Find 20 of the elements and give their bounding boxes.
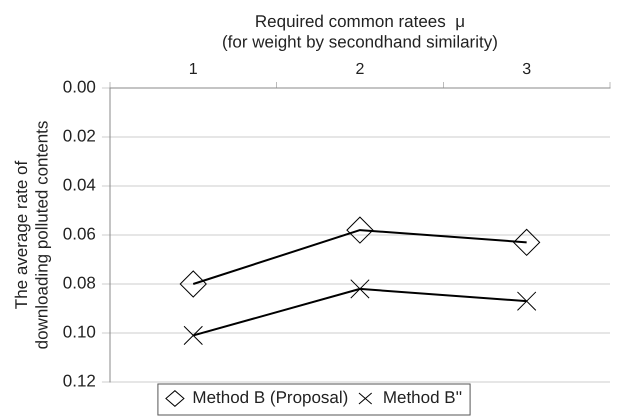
point — [516, 291, 536, 311]
x-tick-label: 2 — [355, 60, 364, 78]
x-tick-label: 3 — [522, 60, 532, 78]
point — [346, 216, 374, 244]
legend-label: Method B (Proposal) — [192, 388, 348, 408]
y-tick-label: 0.04 — [62, 176, 96, 195]
y-tick-label: 0.12 — [62, 372, 96, 391]
point — [180, 270, 207, 298]
y-tick-label: 0.02 — [62, 126, 96, 146]
point — [513, 228, 540, 256]
point — [184, 326, 203, 346]
point — [350, 279, 370, 299]
y-axis-title: The average rate of downloading polluted contents — [12, 120, 52, 350]
x-tick-label: 1 — [188, 60, 198, 78]
y-tick-label: 0.00 — [62, 78, 96, 97]
y-tick-label: 0.10 — [62, 322, 96, 342]
x-axis-title: Required common ratees μ (for weight by secondhand similarity) — [222, 12, 498, 52]
legend-label: Method B'' — [382, 388, 462, 408]
y-tick-label: 0.08 — [62, 274, 96, 293]
y-tick-label: 0.06 — [62, 224, 96, 244]
